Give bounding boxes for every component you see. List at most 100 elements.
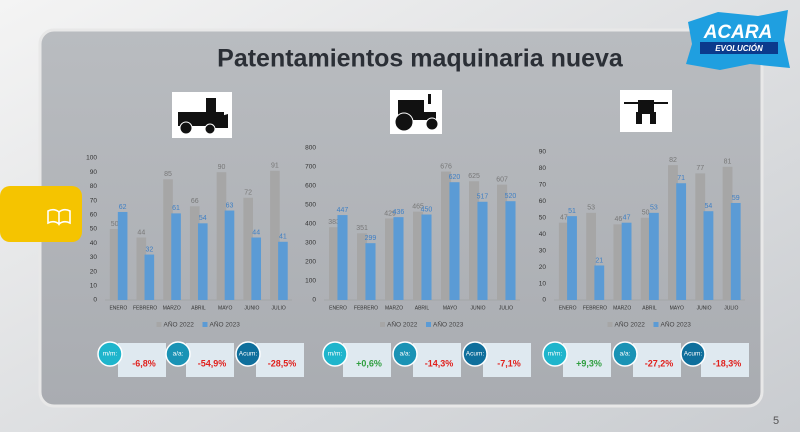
- kpi-value: -7,1%: [497, 358, 521, 368]
- bar: [118, 212, 128, 300]
- y-tick-label: 40: [90, 240, 98, 247]
- x-tick-label: ENERO: [109, 305, 127, 311]
- legend-swatch: [426, 322, 431, 327]
- kpi-value: -28,5%: [268, 358, 297, 368]
- value-label: 50: [642, 210, 650, 217]
- kpi-label: Acum:: [684, 351, 703, 358]
- value-label: 450: [421, 206, 433, 213]
- kpi-value: -6,8%: [132, 358, 156, 368]
- bar: [225, 211, 235, 300]
- x-tick-label: ABRIL: [415, 305, 430, 311]
- x-tick-label: MARZO: [163, 305, 181, 311]
- y-tick-label: 40: [539, 231, 547, 238]
- value-label: 61: [172, 205, 180, 212]
- value-label: 32: [145, 246, 153, 253]
- y-tick-label: 500: [305, 202, 316, 209]
- legend-label: AÑO 2022: [164, 320, 195, 329]
- value-label: 66: [191, 198, 199, 205]
- x-tick-label: MAYO: [443, 305, 457, 311]
- bar: [731, 203, 741, 300]
- value-label: 63: [226, 202, 234, 209]
- y-tick-label: 90: [90, 169, 98, 176]
- value-label: 82: [669, 157, 677, 164]
- bar: [365, 243, 375, 300]
- y-tick-label: 10: [90, 283, 98, 290]
- value-label: 620: [449, 174, 461, 181]
- kpi-label: m/m:: [328, 351, 343, 358]
- bar: [676, 183, 686, 300]
- legend-swatch: [203, 322, 208, 327]
- kpi-label: m/m:: [103, 351, 118, 358]
- legend-swatch: [157, 322, 162, 327]
- y-tick-label: 800: [305, 145, 316, 152]
- sprayer-icon: [620, 90, 672, 132]
- bar: [337, 215, 347, 300]
- y-tick-label: 50: [539, 214, 547, 221]
- value-label: 54: [199, 215, 207, 222]
- y-tick-label: 200: [305, 259, 316, 266]
- value-label: 62: [119, 204, 127, 211]
- legend-label: AÑO 2023: [433, 320, 464, 329]
- x-tick-label: JULIO: [724, 305, 738, 311]
- x-tick-label: JULIO: [499, 305, 513, 311]
- value-label: 520: [505, 193, 517, 200]
- y-tick-label: 70: [90, 197, 98, 204]
- value-label: 85: [164, 171, 172, 178]
- kpi-value: +0,6%: [356, 358, 382, 368]
- legend-label: AÑO 2022: [387, 320, 418, 329]
- value-label: 351: [356, 225, 368, 232]
- value-label: 436: [393, 209, 405, 216]
- kpi-label: a/a:: [400, 351, 411, 358]
- kpi-value: +9,3%: [576, 358, 602, 368]
- y-tick-label: 300: [305, 240, 316, 247]
- x-tick-label: FEBRERO: [133, 305, 157, 311]
- page-number: 5: [773, 415, 779, 427]
- x-tick-label: MAYO: [670, 305, 684, 311]
- y-tick-label: 90: [539, 149, 547, 156]
- y-tick-label: 700: [305, 164, 316, 171]
- y-tick-label: 20: [539, 264, 547, 271]
- y-tick-label: 20: [90, 268, 98, 275]
- y-tick-label: 0: [93, 297, 97, 304]
- bar: [622, 223, 632, 300]
- kpi-label: m/m:: [548, 351, 563, 358]
- value-label: 77: [696, 165, 704, 172]
- y-tick-label: 80: [539, 165, 547, 172]
- bar: [421, 215, 431, 301]
- value-label: 50: [111, 221, 119, 228]
- y-tick-label: 10: [539, 280, 547, 287]
- tractor-icon: [390, 90, 442, 134]
- y-tick-label: 30: [90, 254, 98, 261]
- logo-tagline: EVOLUCIÓN: [715, 44, 763, 53]
- value-label: 44: [252, 229, 260, 236]
- value-label: 299: [365, 235, 377, 242]
- kpi-label: Acum:: [239, 351, 258, 358]
- value-label: 51: [568, 208, 576, 215]
- legend-label: AÑO 2023: [661, 320, 692, 329]
- bar: [505, 201, 515, 300]
- x-tick-label: ABRIL: [642, 305, 657, 311]
- kpi-label: a/a:: [620, 351, 631, 358]
- x-tick-label: MAYO: [218, 305, 232, 311]
- x-tick-label: ABRIL: [191, 305, 206, 311]
- value-label: 90: [218, 164, 226, 171]
- y-tick-label: 100: [305, 278, 316, 285]
- value-label: 54: [705, 203, 713, 210]
- y-tick-label: 80: [90, 183, 98, 190]
- value-label: 59: [732, 195, 740, 202]
- value-label: 625: [468, 173, 480, 180]
- value-label: 44: [137, 229, 145, 236]
- value-label: 47: [560, 215, 568, 222]
- logo: ACARA EVOLUCIÓN: [686, 10, 790, 70]
- y-tick-label: 60: [539, 198, 547, 205]
- bar: [278, 242, 288, 300]
- legend-swatch: [608, 322, 613, 327]
- kpi-value: -14,3%: [425, 358, 454, 368]
- harvester-icon: [172, 92, 232, 138]
- x-tick-label: JUNIO: [471, 305, 486, 311]
- value-label: 53: [650, 205, 658, 212]
- legend-swatch: [380, 322, 385, 327]
- kpi-value: -27,2%: [645, 358, 674, 368]
- x-tick-label: JUNIO: [244, 305, 259, 311]
